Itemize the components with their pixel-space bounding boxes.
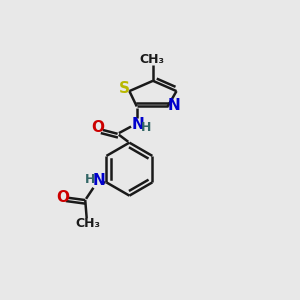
Text: O: O bbox=[91, 120, 104, 135]
Text: CH₃: CH₃ bbox=[139, 53, 164, 66]
Text: N: N bbox=[167, 98, 180, 113]
Text: H: H bbox=[85, 173, 96, 186]
Text: O: O bbox=[56, 190, 69, 205]
Text: CH₃: CH₃ bbox=[76, 217, 101, 230]
Text: N: N bbox=[92, 173, 105, 188]
Text: S: S bbox=[118, 81, 130, 96]
Text: N: N bbox=[132, 118, 145, 133]
Text: H: H bbox=[140, 121, 151, 134]
